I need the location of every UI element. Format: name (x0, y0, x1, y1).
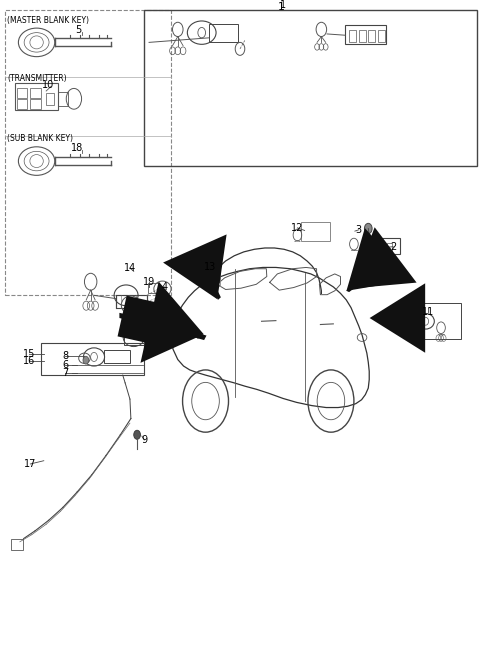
Text: 1: 1 (280, 1, 286, 10)
Circle shape (134, 430, 141, 440)
Bar (46, 93, 54, 105)
Text: 10: 10 (41, 79, 54, 89)
Text: 13: 13 (204, 262, 216, 272)
Circle shape (364, 223, 372, 234)
Text: 2: 2 (390, 241, 396, 252)
Bar (368, 30, 375, 42)
Bar (148, 283, 158, 293)
Text: 19: 19 (143, 277, 155, 287)
Bar (201, 268, 220, 285)
Bar (11, 539, 23, 550)
Bar (345, 25, 386, 45)
Bar (209, 24, 238, 43)
Bar (30, 100, 41, 109)
Bar (15, 83, 58, 110)
Bar (30, 88, 41, 98)
Text: 6: 6 (62, 359, 68, 370)
Bar (378, 30, 385, 42)
Text: 11: 11 (422, 307, 434, 318)
Text: 1: 1 (277, 2, 284, 12)
Text: (MASTER BLANK KEY): (MASTER BLANK KEY) (7, 16, 89, 25)
Bar (301, 222, 330, 241)
Text: 16: 16 (24, 356, 36, 367)
Bar (124, 336, 144, 345)
Bar (17, 88, 27, 98)
Polygon shape (210, 283, 221, 300)
Text: 12: 12 (291, 223, 304, 233)
Bar (413, 303, 461, 338)
Bar (104, 350, 130, 363)
Bar (364, 238, 400, 255)
Polygon shape (346, 278, 364, 292)
Text: 5: 5 (75, 25, 82, 35)
Circle shape (83, 356, 89, 364)
Text: 14: 14 (124, 263, 136, 273)
Text: (SUB BLANK KEY): (SUB BLANK KEY) (7, 134, 73, 143)
Bar (41, 342, 144, 375)
Bar (387, 243, 392, 252)
Bar (359, 30, 366, 42)
Bar (58, 92, 68, 106)
Bar (5, 10, 170, 295)
Bar (367, 243, 372, 252)
Text: 17: 17 (24, 459, 36, 469)
Polygon shape (120, 313, 206, 340)
Bar (144, 10, 477, 165)
Text: 15: 15 (23, 349, 36, 359)
Bar (17, 100, 27, 109)
Text: 9: 9 (141, 435, 147, 445)
Text: 3: 3 (356, 225, 362, 235)
Text: (TRANSMITTER): (TRANSMITTER) (7, 74, 67, 83)
Text: 7: 7 (62, 368, 69, 378)
Text: 4: 4 (161, 282, 168, 292)
Bar (116, 295, 147, 308)
Text: 8: 8 (62, 351, 68, 361)
Bar (374, 243, 379, 252)
Bar (349, 30, 356, 42)
Text: 18: 18 (71, 143, 84, 153)
Bar (381, 243, 385, 252)
